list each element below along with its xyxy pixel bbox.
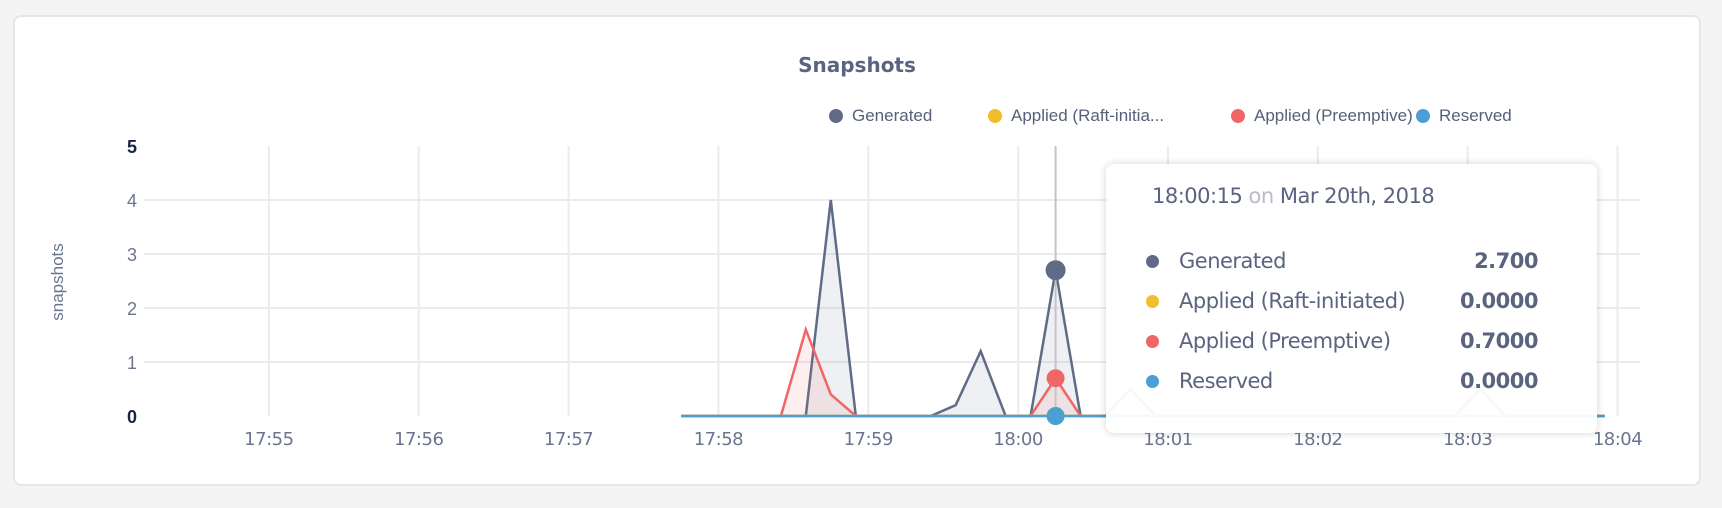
- y-tick-label: 4: [127, 191, 137, 211]
- legend-label: Applied (Preemptive): [1254, 106, 1413, 125]
- legend-item-applied-preemptive[interactable]: Applied (Preemptive): [1231, 105, 1413, 127]
- legend-item-generated[interactable]: Generated: [829, 105, 932, 127]
- tooltip-label: Generated: [1179, 249, 1286, 273]
- hover-layer: [1045, 146, 1066, 425]
- tooltip-label: Reserved: [1179, 369, 1273, 393]
- tooltip-value: 0.7000: [1459, 329, 1539, 353]
- tooltip-date-text: Mar 20th, 2018: [1279, 184, 1435, 208]
- x-tick-label: 17:55: [244, 429, 293, 450]
- y-tick-label: 0: [127, 407, 137, 427]
- legend-label: Applied (Raft-initia...: [1011, 106, 1165, 125]
- dot-icon: [1146, 294, 1159, 308]
- x-tick-label: 18:01: [1143, 429, 1192, 450]
- dot-icon: [1146, 374, 1159, 388]
- x-tick-label: 18:00: [993, 429, 1042, 450]
- x-tick-label: 18:02: [1293, 429, 1342, 450]
- tooltip-time: 18:00:15: [1152, 184, 1243, 208]
- x-tick-label: 17:56: [394, 429, 443, 450]
- legend-label: Generated: [852, 106, 933, 125]
- x-tick-label: 17:59: [844, 429, 893, 450]
- hover-marker-0: [1045, 260, 1066, 281]
- y-axis: 0 1 2 3 4 5: [127, 137, 137, 427]
- tooltip-on: on: [1248, 184, 1275, 208]
- hover-marker-2: [1046, 369, 1065, 388]
- dot-icon: [1146, 254, 1159, 268]
- tooltip: 18:00:15 on Mar 20th, 2018 Generated 2.7…: [1106, 164, 1597, 433]
- tooltip-row-reserved: Reserved 0.0000: [1146, 366, 1539, 396]
- chart-title-text: Snapshots: [798, 53, 916, 77]
- legend-dot-icon: [829, 109, 843, 123]
- legend-item-reserved[interactable]: Reserved: [1416, 105, 1512, 127]
- hover-marker-3: [1046, 407, 1065, 425]
- chart-title: Snapshots: [0, 53, 1722, 77]
- x-tick-label: 17:58: [694, 429, 743, 450]
- legend-item-applied-raft[interactable]: Applied (Raft-initia...: [988, 105, 1164, 127]
- tooltip-date: 18:00:15 on Mar 20th, 2018: [1152, 184, 1435, 208]
- dot-icon: [1146, 334, 1159, 348]
- x-tick-label: 18:03: [1443, 429, 1492, 450]
- x-axis: 17:55 17:56 17:57 17:58 17:59 18:00 18:01 18:02…: [244, 429, 1643, 450]
- tooltip-value: 0.0000: [1459, 289, 1539, 313]
- tooltip-value: 0.0000: [1459, 369, 1539, 393]
- legend-label: Reserved: [1439, 106, 1512, 125]
- tooltip-label: Applied (Preemptive): [1179, 329, 1391, 353]
- tooltip-row-applied-raft: Applied (Raft-initiated) 0.0000: [1146, 286, 1539, 316]
- y-tick-label: 5: [127, 137, 137, 157]
- x-tick-label: 18:04: [1593, 429, 1642, 450]
- y-tick-label: 1: [127, 353, 137, 373]
- tooltip-value: 2.700: [1474, 249, 1538, 273]
- y-tick-label: 2: [127, 299, 137, 319]
- tooltip-row-applied-preemptive: Applied (Preemptive) 0.7000: [1146, 326, 1539, 356]
- y-tick-label: 3: [127, 245, 137, 265]
- legend-dot-icon: [988, 109, 1002, 123]
- legend-dot-icon: [1231, 109, 1245, 123]
- x-tick-label: 17:57: [544, 429, 593, 450]
- legend-dot-icon: [1416, 109, 1430, 123]
- y-axis-label: snapshots: [48, 243, 67, 321]
- tooltip-label: Applied (Raft-initiated): [1179, 289, 1406, 313]
- tooltip-row-generated: Generated 2.700: [1146, 246, 1538, 276]
